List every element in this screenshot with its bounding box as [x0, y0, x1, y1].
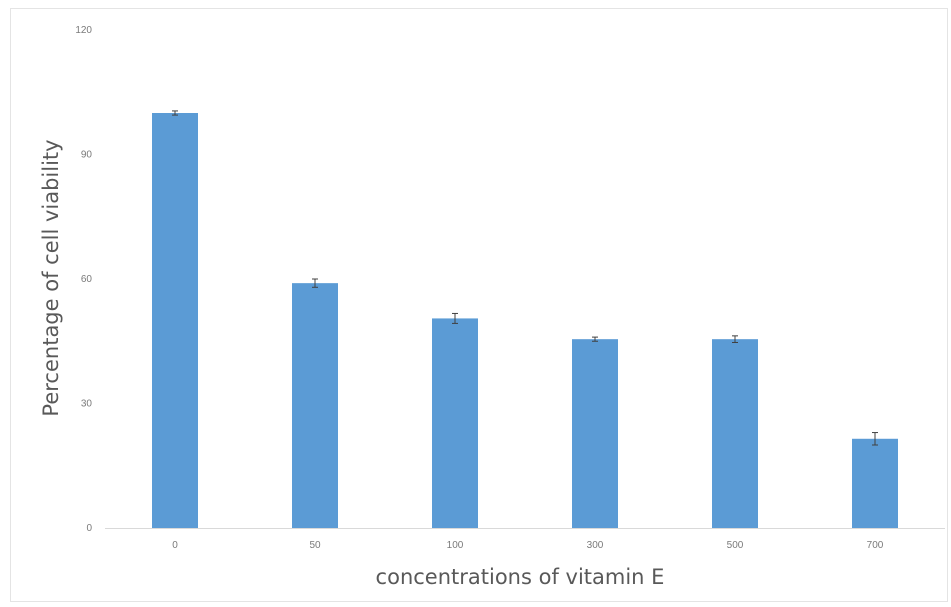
y-axis-ticks: 0 30 60 90 120: [75, 25, 92, 534]
error-bar: [312, 278, 318, 288]
bar: [152, 113, 198, 528]
bar: [292, 283, 338, 528]
y-tick-label: 30: [81, 399, 93, 410]
y-tick-label: 60: [81, 274, 93, 285]
x-tick-label: 700: [867, 540, 884, 551]
error-bar: [592, 336, 598, 342]
bar: [572, 339, 618, 528]
x-tick-label: 0: [172, 540, 178, 551]
y-tick-label: 120: [75, 25, 92, 36]
x-tick-label: 500: [727, 540, 744, 551]
bar: [432, 318, 478, 528]
error-bar: [172, 110, 178, 116]
x-tick-label: 50: [309, 540, 321, 551]
error-bar: [452, 312, 458, 324]
error-bar: [872, 432, 878, 446]
bar: [712, 339, 758, 528]
chart-frame: [10, 8, 948, 602]
x-axis-ticks: 0 50 100 300 500 700: [172, 540, 884, 551]
bar: [852, 438, 898, 528]
y-axis-title: Percentage of cell viability: [39, 139, 63, 416]
x-tick-label: 100: [447, 540, 464, 551]
error-bar: [732, 335, 738, 343]
y-tick-label: 90: [81, 150, 93, 161]
y-tick-label: 0: [86, 523, 92, 534]
bars: [152, 113, 898, 528]
error-bars: [172, 110, 878, 446]
x-tick-label: 300: [587, 540, 604, 551]
x-axis-title: concentrations of vitamin E: [376, 565, 665, 589]
